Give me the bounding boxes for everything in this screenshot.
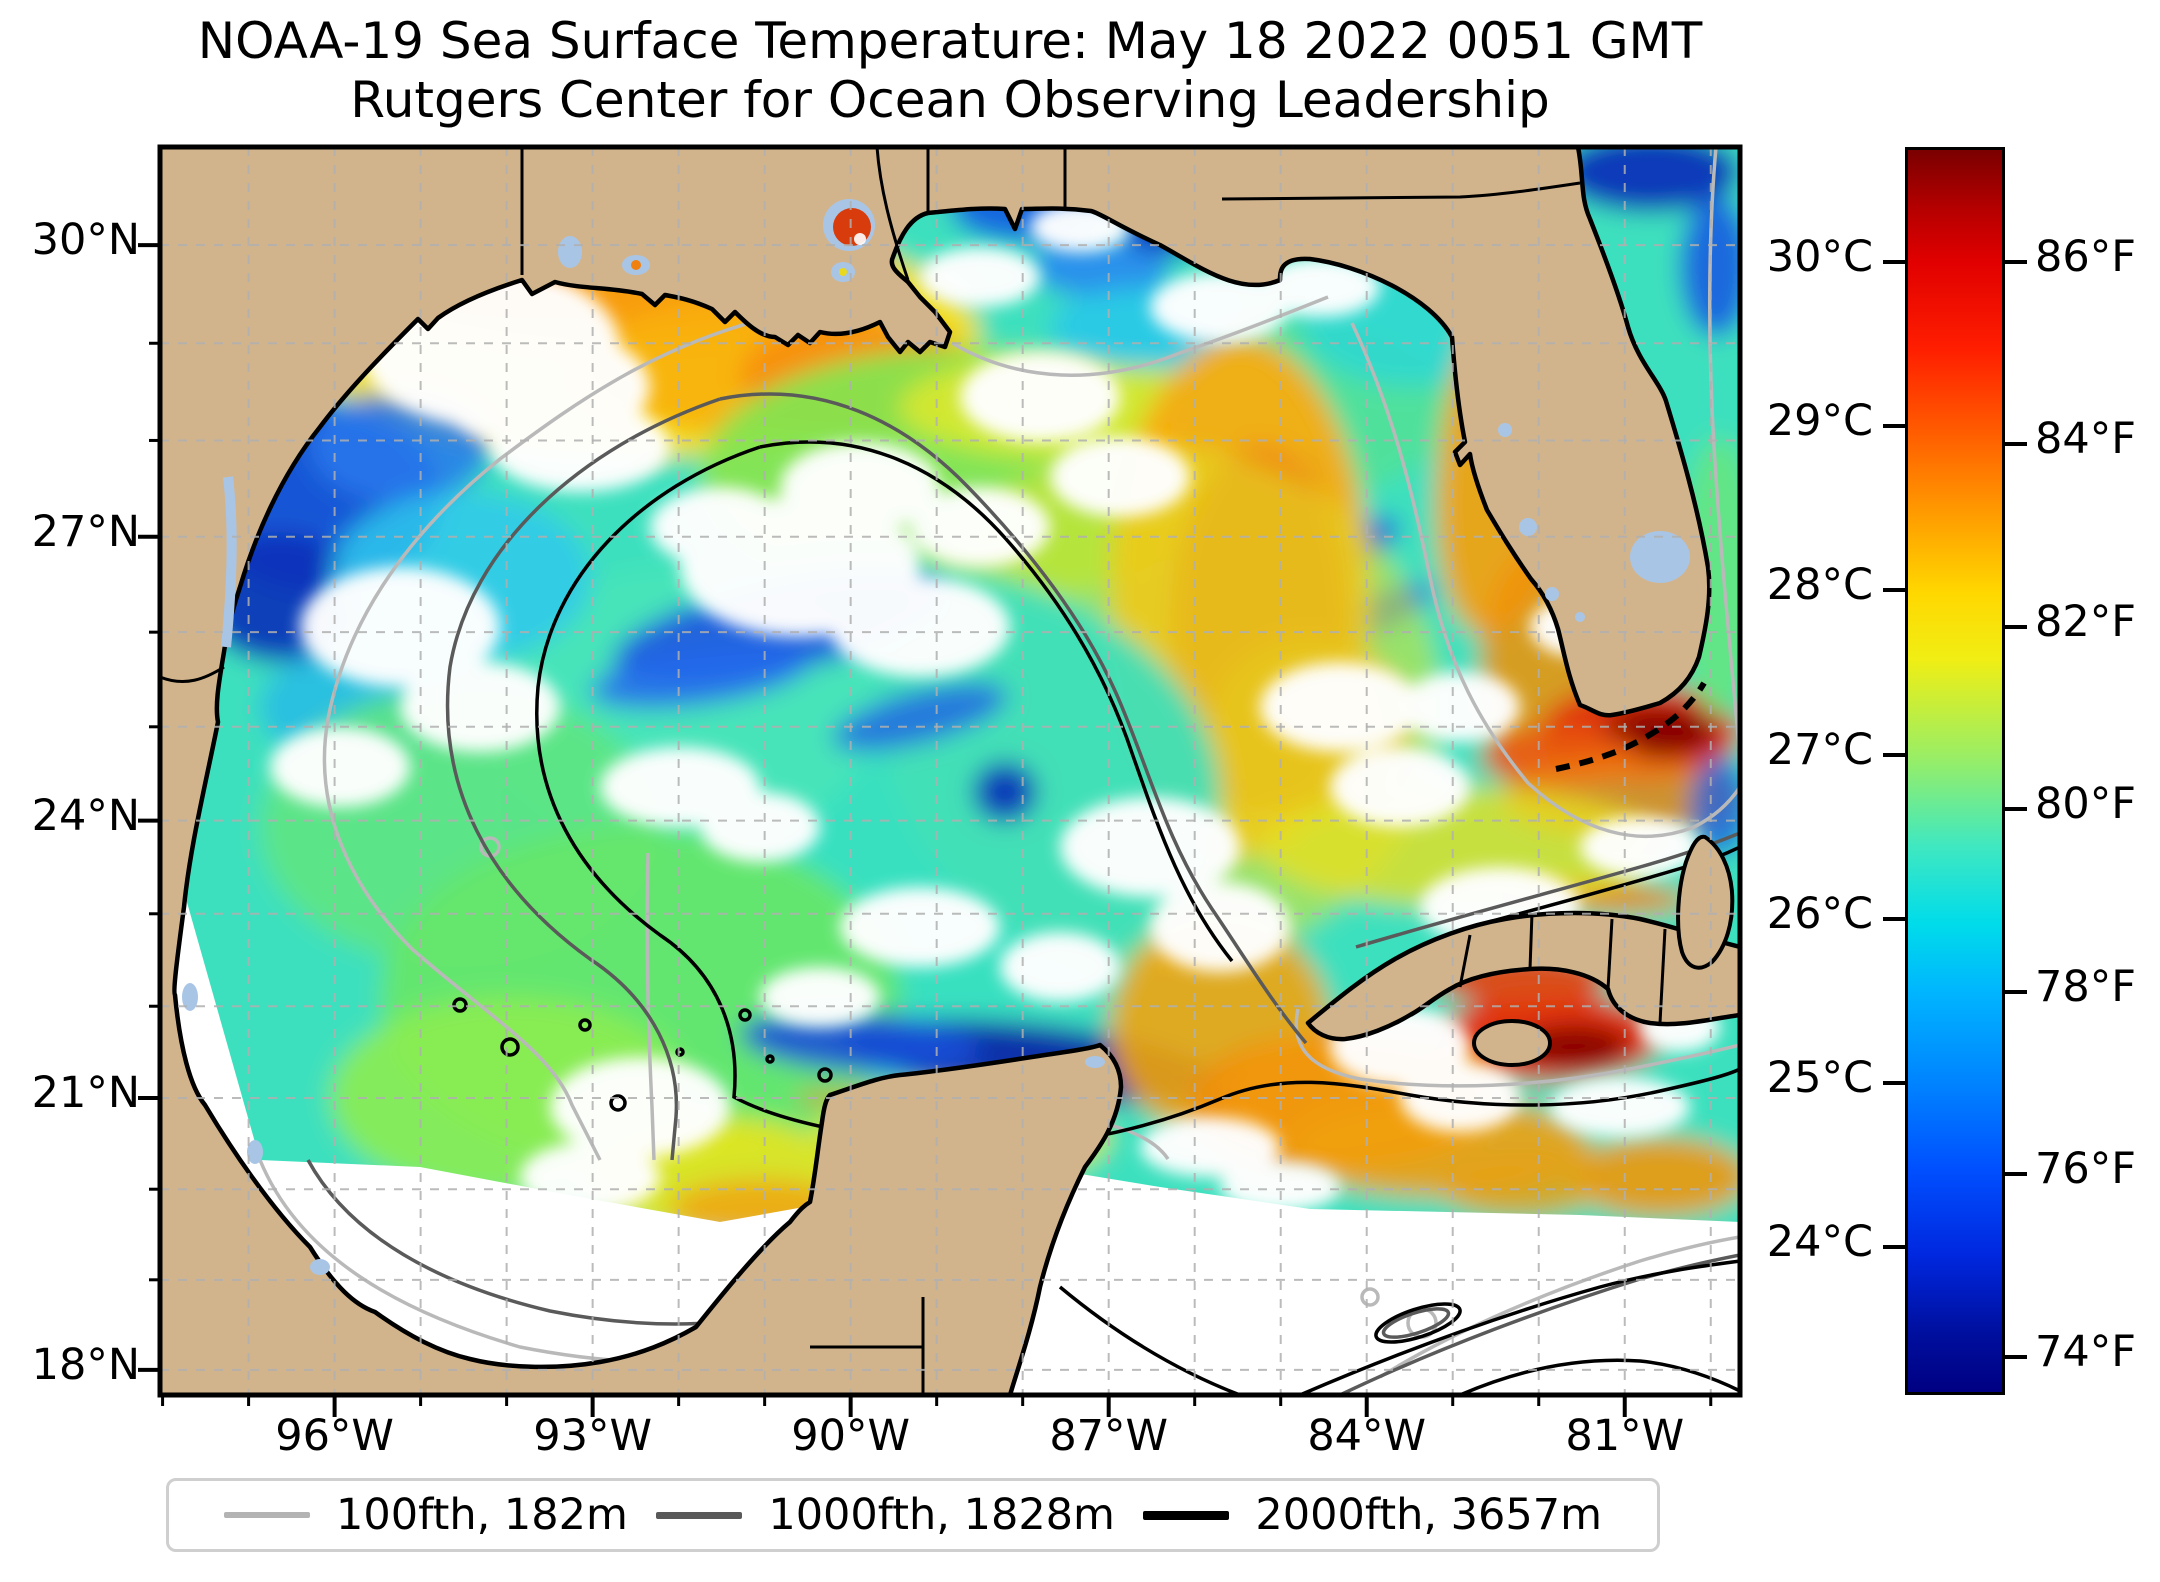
map-plot-area: 81°W 84°W 87°W 90°W 93°W 96°W 18°N 21°N 24°N 27°N… [32, 144, 1743, 1461]
graticule-gridlines [160, 147, 1740, 1395]
florida-keys [1555, 681, 1707, 772]
legend-line-sample [1143, 1510, 1230, 1520]
lake-okeechobee [1630, 531, 1690, 583]
colorbar-label-fahrenheit: 76°F [2035, 1144, 2136, 1195]
cloud-gaps [270, 202, 1720, 1212]
x-axis-tick-label: 87°W [1049, 1411, 1169, 1461]
y-axis-tick-label: 18°N [31, 1339, 140, 1390]
colorbar-tick-celsius [1883, 1245, 1905, 1250]
gulf-of-mexico-sst-map [138, 144, 1743, 1417]
bathymetry-contour-2000fth [452, 440, 1740, 1395]
colorbar-tick-celsius [1883, 588, 1905, 593]
y-axis-tick-label: 30°N [31, 215, 140, 266]
legend-label: 2000fth, 3657m [1255, 1490, 1602, 1540]
x-axis-tick-label: 96°W [275, 1411, 394, 1461]
y-axis-tick-label: 21°N [31, 1068, 140, 1119]
colorbar-label-celsius: 26°C [1766, 888, 1873, 939]
figure-title: NOAA-19 Sea Surface Temperature: May 18 … [0, 12, 1900, 130]
colorbar-tick-fahrenheit [2005, 1172, 2027, 1177]
colorbar-tick-fahrenheit [2005, 807, 2027, 812]
colorbar-tick-celsius [1883, 752, 1905, 757]
colorbar-label-celsius: 30°C [1766, 231, 1873, 282]
colorbar-label-fahrenheit: 80°F [2035, 779, 2136, 830]
colorbar-tick-fahrenheit [2005, 259, 2027, 264]
x-axis-tick-label: 93°W [533, 1411, 652, 1461]
bahamas-bank [1676, 834, 1735, 970]
colorbar-label-fahrenheit: 86°F [2035, 231, 2136, 282]
colorbar-label-fahrenheit: 82°F [2035, 596, 2136, 647]
legend-label: 100fth, 182m [336, 1490, 628, 1540]
x-axis-tick-label: 81°W [1565, 1411, 1685, 1461]
legend-entry: 2000fth, 3657m [1143, 1490, 1602, 1540]
borders-and-rivers [160, 147, 1667, 1395]
colorbar-tick-fahrenheit [2005, 442, 2027, 447]
legend-entry: 100fth, 182m [224, 1490, 628, 1540]
colorbar-label-celsius: 25°C [1766, 1053, 1873, 1103]
x-axis-tick-label: 84°W [1307, 1411, 1427, 1461]
legend-line-sample [224, 1512, 310, 1518]
colorbar-tick-celsius [1883, 424, 1905, 429]
colorbar-tick-fahrenheit [2005, 1354, 2027, 1359]
legend-line-sample [656, 1511, 743, 1519]
y-axis-tick-label: 24°N [31, 790, 140, 841]
colorbar-label-celsius: 29°C [1766, 396, 1873, 447]
isla-juventud [1472, 1019, 1552, 1067]
title-line-2: Rutgers Center for Ocean Observing Leade… [350, 71, 1550, 129]
axis-tick-marks [138, 243, 1713, 1417]
lakes [182, 199, 1690, 1275]
colorbar-tick-celsius [1883, 916, 1905, 921]
x-axis-tick-label: 90°W [791, 1411, 911, 1461]
colorbar-tick-celsius [1883, 1081, 1905, 1085]
colorbar-tick-fahrenheit [2005, 624, 2027, 629]
colorbar-label-fahrenheit: 74°F [2035, 1326, 2136, 1377]
map-frame [157, 144, 1743, 1398]
y-axis-tick-label: 27°N [31, 506, 140, 557]
bathymetry-legend: 100fth, 182m 1000fth, 1828m 2000fth, 3657m [166, 1478, 1660, 1552]
colorbar-label-celsius: 28°C [1766, 560, 1873, 611]
title-line-1: NOAA-19 Sea Surface Temperature: May 18 … [197, 12, 1703, 70]
colorbar-label-fahrenheit: 78°F [2035, 961, 2136, 1012]
colorbar-tick-fahrenheit [2005, 989, 2027, 994]
colorbar-label-fahrenheit: 84°F [2035, 414, 2136, 465]
legend-entry: 1000fth, 1828m [656, 1490, 1115, 1540]
temperature-colorbar [1905, 147, 2005, 1395]
colorbar-label-celsius: 27°C [1766, 724, 1873, 775]
colorbar-tick-celsius [1883, 259, 1905, 264]
legend-label: 1000fth, 1828m [768, 1490, 1115, 1540]
colorbar-label-celsius: 24°C [1766, 1217, 1873, 1268]
